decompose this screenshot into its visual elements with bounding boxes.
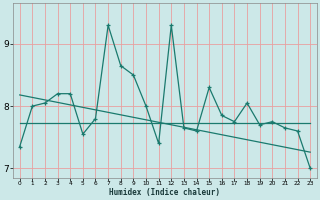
X-axis label: Humidex (Indice chaleur): Humidex (Indice chaleur) [109, 188, 220, 197]
